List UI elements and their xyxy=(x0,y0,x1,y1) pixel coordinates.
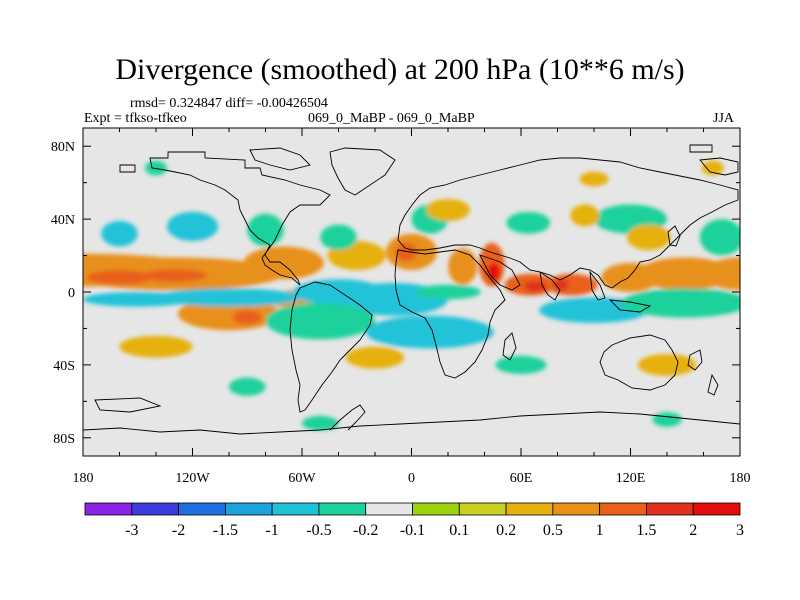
case-label: 069_0_MaBP - 069_0_MaBP xyxy=(308,111,475,126)
coastline-antarctic-peninsula xyxy=(329,404,366,431)
colorbar-label-3: -1 xyxy=(265,522,278,539)
colorbar-label-10: 1 xyxy=(596,522,604,539)
field-region-28 xyxy=(265,302,375,340)
coastline-canada-islands xyxy=(249,147,311,171)
field-region-46 xyxy=(145,160,167,176)
coastline-africa xyxy=(394,249,506,379)
x-tick-label: 60E xyxy=(510,471,533,486)
field-region-26 xyxy=(539,297,649,323)
field-region-35 xyxy=(506,211,551,234)
field-region-22 xyxy=(156,288,302,307)
colorbar-label-4: -0.5 xyxy=(306,522,331,539)
colorbar-label-1: -2 xyxy=(172,522,185,539)
coastline-subantarctic-islands xyxy=(94,397,162,413)
field-region-3 xyxy=(141,269,208,282)
axes: 180 120W 60W 0 60E 120E 180 80N 40N 0 40S 80S xyxy=(51,128,751,486)
field-region-48 xyxy=(579,171,609,187)
colorbar-label-13: 3 xyxy=(736,522,744,539)
field-region-8 xyxy=(448,248,478,285)
colorbar-swatch-2 xyxy=(178,502,226,516)
colorbar-swatch-8 xyxy=(458,502,507,516)
field-region-41 xyxy=(119,335,193,358)
colorbar-swatch-7 xyxy=(412,502,460,516)
field-region-12 xyxy=(524,281,547,292)
coastline-eastern-siberia xyxy=(699,157,739,176)
x-tick-label: 60W xyxy=(288,471,316,486)
coastline-antarctica xyxy=(83,411,740,435)
x-tick-label: 180 xyxy=(730,471,751,486)
y-tick-label: 40N xyxy=(51,213,75,228)
colorbar-swatch-1 xyxy=(131,502,179,516)
coastline-arabia-india xyxy=(479,254,561,301)
field-region-32 xyxy=(247,213,284,247)
y-tick-label: 0 xyxy=(68,286,75,301)
colorbar-label-11: 1.5 xyxy=(636,522,656,539)
colorbar-swatch-10 xyxy=(552,502,601,516)
coastline-japan xyxy=(667,225,681,247)
colorbar-label-0: -3 xyxy=(125,522,138,539)
colorbar-swatch-11 xyxy=(599,502,647,516)
field-region-40 xyxy=(570,204,600,227)
coastline-south-america xyxy=(289,281,373,413)
field-region-7 xyxy=(395,242,417,262)
colorbar-swatch-3 xyxy=(224,502,273,516)
coastline-north-pacific-islands xyxy=(119,144,713,173)
field-region-33 xyxy=(320,224,357,251)
colorbar-label-6: -0.1 xyxy=(400,522,425,539)
coastline-australia-east xyxy=(687,349,703,371)
y-tick-label: 80S xyxy=(53,432,75,447)
colorbar-label-2: -1.5 xyxy=(213,522,238,539)
field-region-47 xyxy=(701,160,724,176)
field-region-39 xyxy=(426,199,470,221)
season-label: JJA xyxy=(713,111,735,126)
colorbar-label-7: 0.1 xyxy=(449,522,469,539)
colorbar-swatch-5 xyxy=(318,502,367,516)
colorbar-swatch-13 xyxy=(692,502,741,516)
coastline-southeast-asia xyxy=(589,270,652,313)
field-region-2 xyxy=(86,270,153,285)
colorbar-swatch-4 xyxy=(271,502,320,516)
coastline-north-america xyxy=(149,151,331,286)
y-tick-label: 40S xyxy=(53,359,75,374)
field-region-31 xyxy=(166,211,219,241)
field-region-43 xyxy=(495,355,547,374)
y-tick-label: 80N xyxy=(51,140,75,155)
chart-title: Divergence (smoothed) at 200 hPa (10**6 … xyxy=(115,53,685,86)
experiment-label: Expt = tfkso-tfkeo xyxy=(84,111,187,126)
coastline-new-zealand xyxy=(707,373,719,396)
field-region-45 xyxy=(229,377,266,396)
field-region-19 xyxy=(232,310,262,325)
coastlines xyxy=(83,144,740,435)
x-tick-label: 120E xyxy=(616,471,646,486)
field-region-30 xyxy=(101,220,138,247)
field-region-37 xyxy=(699,219,740,256)
field-region-27 xyxy=(621,288,740,318)
colorbar-swatch-12 xyxy=(646,502,694,516)
colorbar-label-5: -0.2 xyxy=(353,522,378,539)
x-tick-label: 180 xyxy=(73,471,94,486)
field-region-29 xyxy=(365,315,494,349)
coastline-australia xyxy=(599,334,679,391)
colorbar-swatch-6 xyxy=(365,502,413,516)
stats-label: rmsd= 0.324847 diff= -0.00426504 xyxy=(130,96,328,111)
field-region-25 xyxy=(415,284,481,300)
field-region-17 xyxy=(703,257,740,291)
field-region-10 xyxy=(487,262,501,282)
field-region-38 xyxy=(626,224,671,251)
field-region-49 xyxy=(302,415,339,431)
colorbar-label-9: 0.5 xyxy=(543,522,563,539)
field-region-42 xyxy=(345,346,405,369)
colorbar-swatch-0 xyxy=(84,502,133,516)
x-tick-label: 120W xyxy=(175,471,210,486)
coastline-greenland xyxy=(329,147,396,196)
field-region-44 xyxy=(637,353,697,376)
colorbar-label-8: 0.2 xyxy=(496,522,516,539)
colorbar-swatch-9 xyxy=(505,502,554,516)
field-region-4 xyxy=(243,246,324,280)
coastline-madagascar xyxy=(502,332,517,361)
colorbar-label-12: 2 xyxy=(689,522,697,539)
x-tick-label: 0 xyxy=(408,471,415,486)
